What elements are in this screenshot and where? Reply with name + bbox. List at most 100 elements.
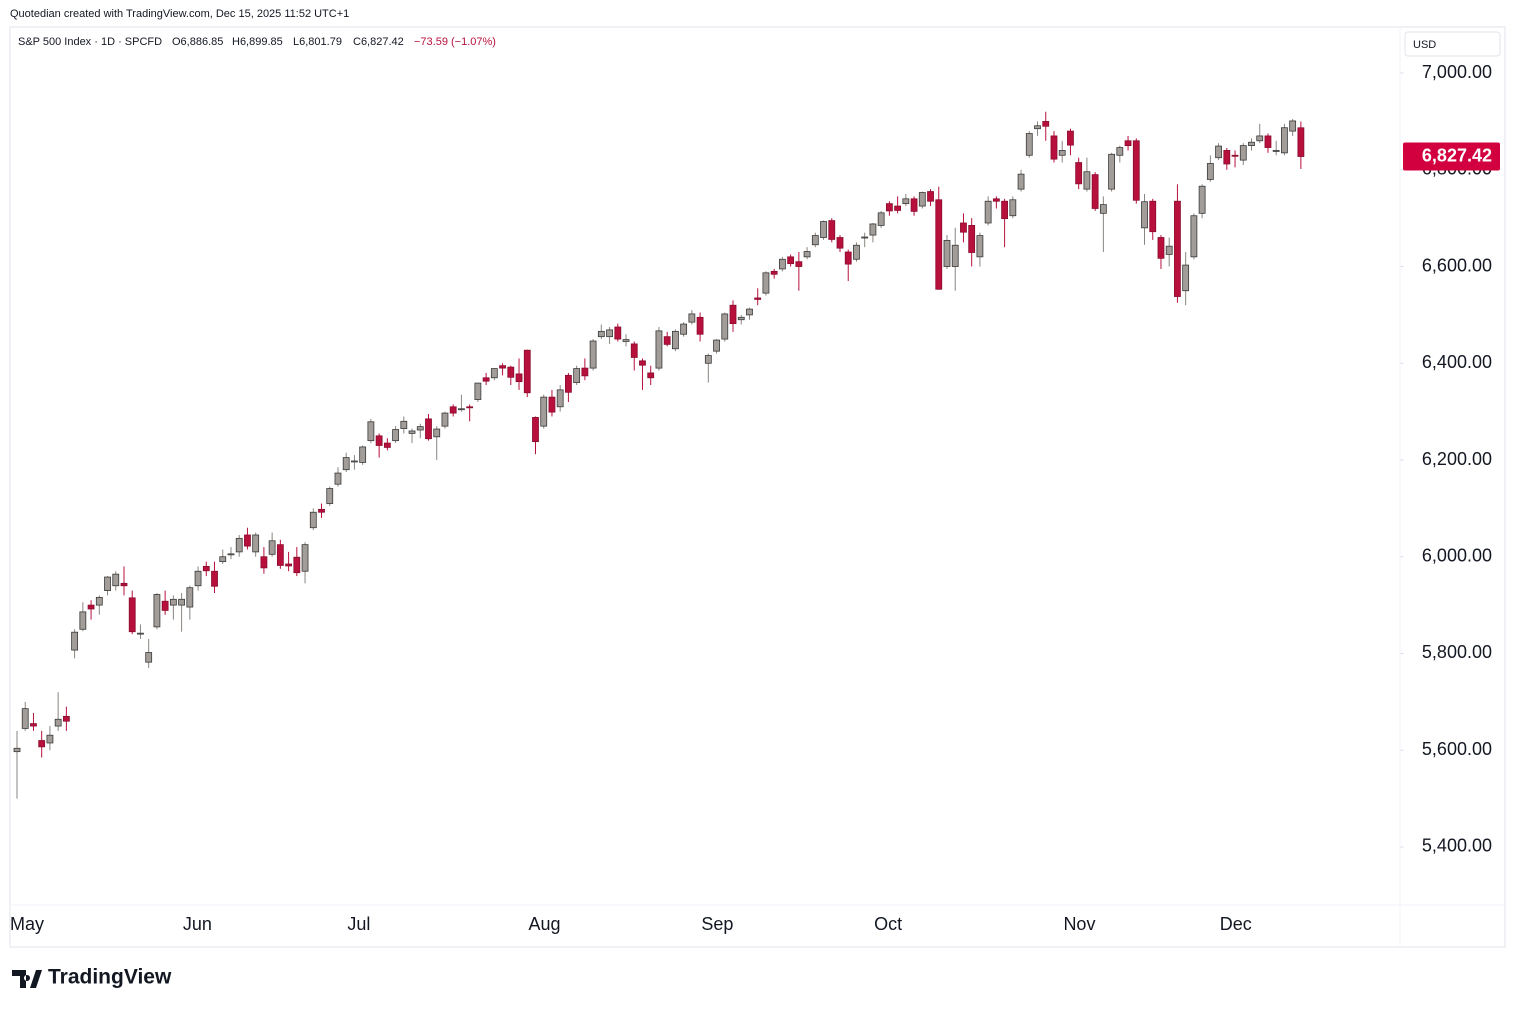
candle-body	[894, 205, 902, 211]
candle-body	[441, 412, 449, 427]
candle-body	[433, 428, 441, 438]
candle-body	[992, 198, 1000, 202]
candle-body	[1017, 173, 1025, 190]
candle-body	[1124, 140, 1132, 147]
candle-body	[137, 632, 144, 635]
candle-body	[334, 472, 342, 485]
candle-body	[62, 715, 70, 722]
candle-body	[1281, 127, 1288, 154]
candle-body	[449, 406, 457, 414]
x-tick-label: Jul	[347, 914, 370, 934]
candle-body	[1141, 201, 1148, 229]
candle-body	[466, 406, 474, 409]
candle-body	[828, 220, 836, 240]
candle-body	[1157, 237, 1165, 259]
candle-body	[639, 360, 646, 366]
candle-body	[490, 368, 498, 379]
candle-body	[153, 594, 161, 628]
candle-body	[1174, 200, 1181, 297]
candle-body	[1083, 171, 1091, 190]
candle-body	[219, 556, 227, 562]
candle-body	[268, 540, 276, 555]
candle-body	[762, 272, 770, 294]
candle-body	[1132, 140, 1140, 201]
candle-body	[252, 534, 260, 553]
candle-body	[1239, 145, 1247, 161]
candle-body	[803, 251, 811, 258]
candle-body	[523, 349, 531, 394]
candle-body	[326, 488, 334, 504]
candle-body	[688, 313, 696, 323]
candle-body	[960, 222, 967, 233]
candle-body	[614, 326, 622, 340]
x-tick-label: Sep	[701, 914, 733, 934]
candle-body	[968, 225, 976, 253]
currency-box[interactable]	[1404, 31, 1501, 57]
candle-body	[169, 598, 177, 606]
candle-body	[1067, 130, 1074, 146]
x-tick-label: Dec	[1220, 914, 1252, 934]
legend-header: S&P 500 Index · 1D · SPCFD O6,886.85 H6,…	[18, 36, 496, 48]
candle-body	[581, 367, 589, 377]
candle-body	[87, 604, 95, 610]
candle-body	[145, 652, 153, 663]
candle-body	[984, 200, 992, 224]
candle-body	[1058, 150, 1066, 156]
candle-body	[820, 221, 827, 238]
candle-body	[1042, 121, 1050, 127]
candle-body	[128, 597, 136, 633]
candle-body	[1223, 150, 1231, 165]
candle-body	[194, 570, 202, 587]
candle-body	[754, 297, 762, 300]
y-tick-label: 5,600.00	[1422, 739, 1492, 759]
candle-body	[548, 396, 556, 413]
candle-body	[704, 355, 712, 364]
y-tick-label: 7,000.00	[1422, 62, 1492, 82]
candle-body	[853, 244, 860, 260]
candle-body	[647, 372, 655, 379]
candle-body	[186, 587, 194, 608]
candle-body	[351, 460, 358, 463]
candle-body	[861, 236, 869, 239]
y-tick-label: 6,000.00	[1422, 545, 1492, 565]
candle-body	[589, 340, 597, 369]
candle-body	[342, 457, 350, 471]
candle-body	[408, 430, 416, 434]
candle-body	[630, 343, 638, 358]
candle-body	[1297, 127, 1305, 157]
candle-body	[532, 417, 539, 443]
brand: TradingView	[48, 966, 172, 989]
candle-body	[1190, 215, 1198, 258]
candle-body	[309, 511, 317, 529]
candle-body	[293, 556, 301, 574]
candle-body	[1116, 147, 1124, 156]
candle-body	[104, 576, 111, 591]
candle-body	[540, 396, 548, 427]
candle-body	[1091, 174, 1099, 209]
candle-body	[383, 442, 391, 448]
candle-body	[844, 251, 852, 265]
candle-body	[663, 336, 671, 345]
candle-body	[597, 330, 605, 338]
candle-body	[301, 544, 309, 572]
candle-body	[71, 631, 79, 651]
candle-body	[573, 368, 581, 384]
candle-body	[787, 256, 795, 265]
candle-body	[1289, 120, 1297, 132]
candle-body	[227, 553, 235, 556]
ohlc-high: H6,899.85	[232, 36, 283, 48]
candle-body	[1149, 200, 1157, 233]
candle-body	[1099, 204, 1107, 214]
candle-body	[918, 192, 926, 207]
x-tick-label: Oct	[874, 914, 902, 934]
candle-body	[910, 198, 918, 212]
candle-body	[1231, 154, 1239, 157]
candle-body	[112, 573, 120, 587]
candle-body	[400, 420, 408, 429]
candle-body	[482, 377, 490, 382]
candle-body	[951, 244, 959, 267]
candle-body	[1198, 185, 1206, 214]
candle-body	[696, 316, 704, 335]
candle-body	[244, 534, 251, 547]
x-tick-label: Aug	[528, 914, 560, 934]
